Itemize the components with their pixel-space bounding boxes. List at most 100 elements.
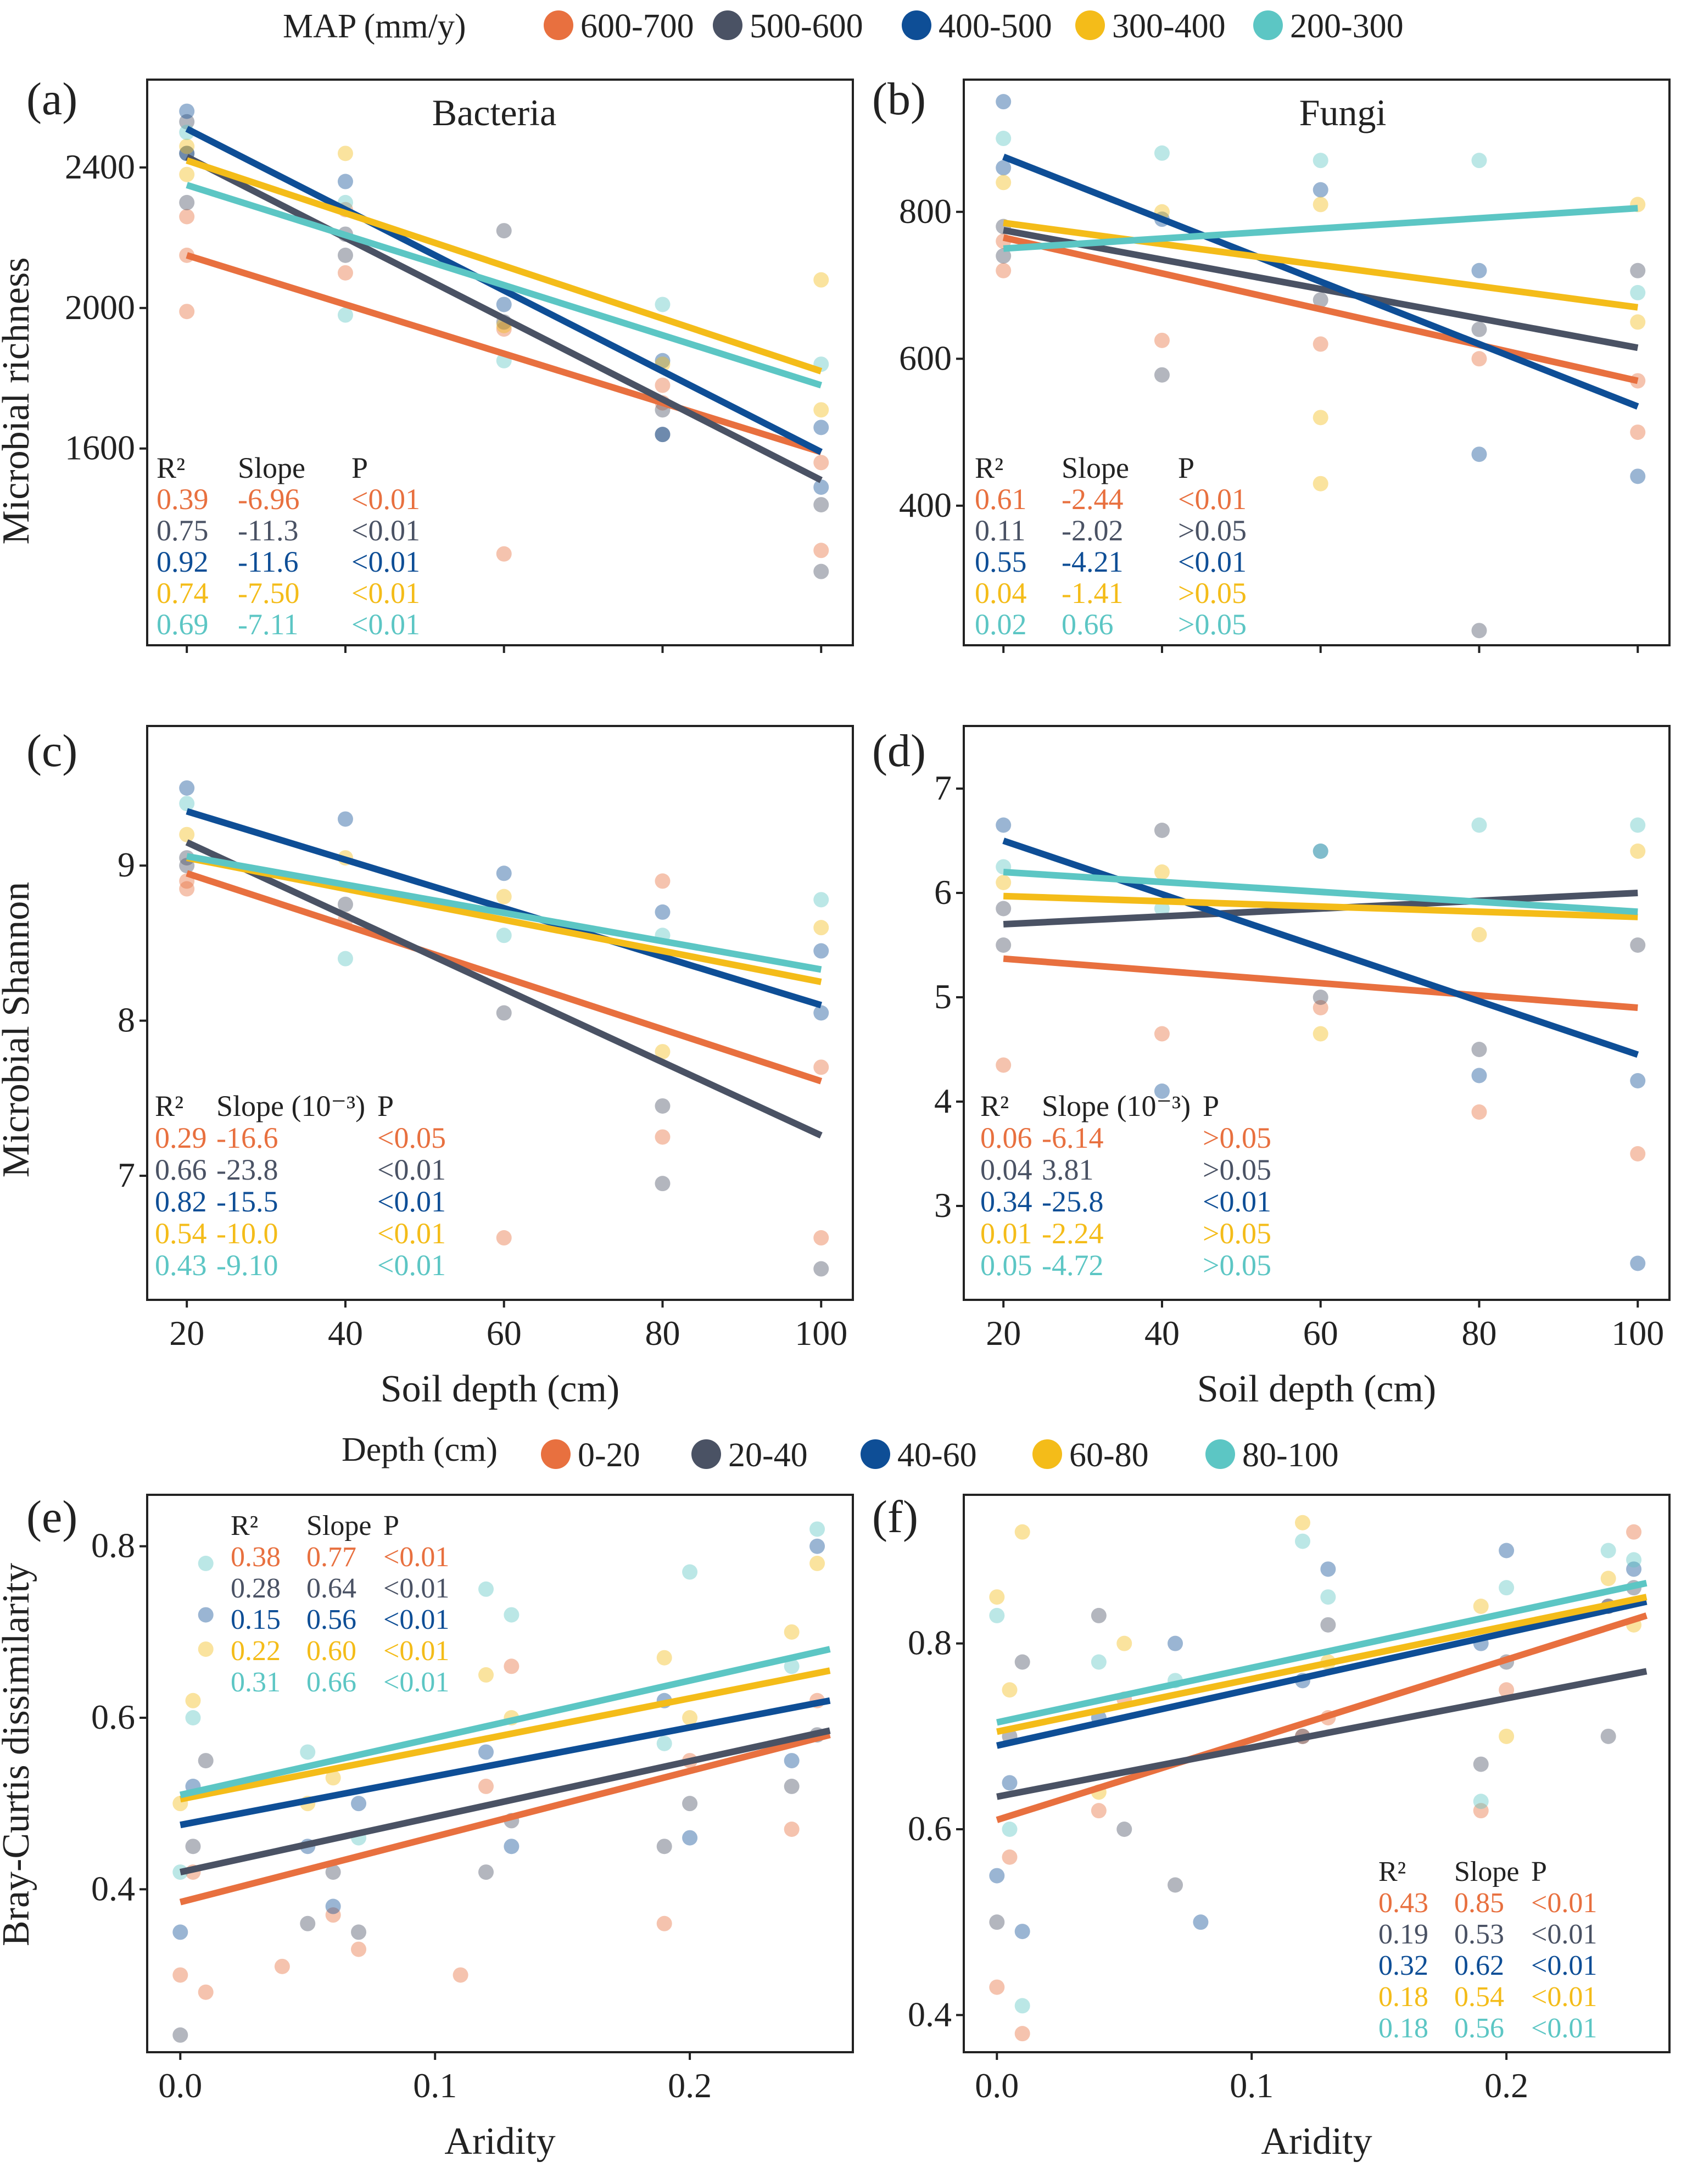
legend-map-label: 500-600	[750, 8, 863, 45]
stats-cell: 0.75	[157, 514, 209, 547]
data-point	[1471, 1042, 1487, 1057]
data-point	[1499, 1682, 1515, 1698]
legend-depth-swatch	[861, 1439, 890, 1469]
data-point	[813, 1230, 829, 1246]
legend-map-items: 600-700 500-600 400-500 300-400 200-300	[544, 8, 1404, 45]
data-point	[1154, 1026, 1170, 1042]
y-tick-label: 4	[934, 1081, 952, 1120]
data-point	[1313, 182, 1328, 198]
y-tick-label: 8	[118, 1001, 135, 1040]
x-tick-label: 0.1	[1230, 2066, 1274, 2105]
data-point	[1630, 1073, 1646, 1088]
stats-cell: 0.22	[231, 1635, 281, 1667]
stats-cell: -1.41	[1062, 577, 1123, 610]
data-point	[1630, 844, 1646, 859]
data-point	[655, 873, 671, 889]
data-point	[504, 1607, 520, 1623]
stats-header: R²	[157, 451, 185, 484]
data-point	[1471, 446, 1487, 462]
data-point	[179, 881, 195, 897]
panel-c: (c) 7 8 9 20 40 60 80 100 Soil depth (cm) R² Slope …	[26, 725, 854, 1410]
data-point	[1600, 1571, 1616, 1587]
stats-cell: 0.66	[155, 1153, 207, 1186]
panel-title: Bacteria	[432, 92, 557, 133]
data-point	[656, 1915, 672, 1931]
regression-line	[1003, 869, 1638, 915]
stats-cell: <0.01	[1531, 1919, 1597, 1950]
legend-depth-item: 80-100	[1205, 1437, 1339, 1474]
y-tick-label: 800	[899, 192, 952, 231]
data-point	[1002, 1849, 1018, 1865]
data-point	[1499, 1580, 1515, 1596]
panel-f: (f) 0.4 0.6 0.8 0.0 0.1 0.2 Aridity R² Slope P 0.43…	[872, 1492, 1671, 2163]
data-point	[1313, 1000, 1328, 1015]
legend-depth-label: 40-60	[897, 1437, 977, 1474]
y-tick-label: 7	[118, 1155, 135, 1194]
data-point	[337, 174, 353, 189]
legend-map-swatch	[713, 10, 742, 40]
data-point	[996, 94, 1012, 110]
data-point	[1320, 1589, 1336, 1605]
data-point	[337, 247, 353, 263]
data-point	[656, 1839, 672, 1855]
legend-depth-label: 60-80	[1069, 1437, 1149, 1474]
y-tick-label: 3	[934, 1186, 952, 1225]
data-point	[1154, 864, 1170, 880]
data-point	[656, 1650, 672, 1666]
points-layer	[996, 817, 1646, 1271]
data-point	[1626, 1552, 1642, 1568]
stats-cell: 0.38	[231, 1541, 281, 1573]
data-point	[996, 875, 1012, 890]
stats-header: Slope	[1454, 1856, 1519, 1887]
regression-line	[186, 870, 823, 1085]
stats-cell: 0.82	[155, 1185, 207, 1218]
stats-header: Slope	[238, 451, 305, 484]
data-point	[655, 427, 671, 443]
data-point	[504, 1658, 520, 1674]
data-point	[179, 103, 195, 119]
data-point	[682, 1830, 698, 1846]
data-point	[1471, 321, 1487, 337]
data-point	[179, 209, 195, 225]
data-point	[1471, 1068, 1487, 1083]
stats-cell: -2.02	[1062, 514, 1123, 547]
stats-cell: <0.01	[377, 1217, 446, 1250]
data-point	[504, 1839, 520, 1855]
data-point	[496, 546, 512, 562]
data-point	[300, 1744, 316, 1760]
stats-cell: <0.05	[377, 1121, 446, 1154]
stats-cell: >0.05	[1203, 1121, 1271, 1154]
regression-line	[1002, 234, 1639, 384]
data-point	[172, 1924, 188, 1940]
y-title-bray: Bray-Curtis dissimilarity	[0, 1563, 37, 1946]
stats-header: Slope (10⁻³)	[1042, 1090, 1191, 1122]
data-point	[1471, 623, 1487, 639]
data-point	[185, 1693, 201, 1708]
regression-line	[180, 1667, 831, 1803]
stats-cell: 0.54	[155, 1217, 207, 1250]
points-layer	[996, 94, 1646, 639]
stats-cell: 0.54	[1454, 1981, 1504, 2013]
data-point	[496, 297, 512, 312]
stats-cell: <0.01	[1531, 2013, 1597, 2044]
data-point	[1014, 1924, 1030, 1940]
data-point	[300, 1915, 316, 1931]
y-tick-label: 6	[934, 873, 952, 912]
data-point	[655, 377, 671, 393]
panel-label: (b)	[872, 74, 926, 125]
legend-map-item: 500-600	[713, 8, 863, 45]
data-point	[996, 160, 1012, 176]
data-point	[682, 1710, 698, 1725]
data-point	[172, 2027, 188, 2043]
data-point	[351, 1924, 367, 1940]
data-point	[496, 928, 512, 943]
legend-depth-swatch	[541, 1439, 571, 1469]
stats-header: R²	[155, 1090, 183, 1122]
plot-frame	[963, 1494, 1671, 2053]
legend-map-label: 200-300	[1290, 8, 1404, 45]
regression-line	[186, 853, 822, 973]
stats-table: R² Slope (10⁻³) P 0.29 -16.6 <0.05 0.66 -23.8 <0…	[155, 1090, 446, 1282]
data-point	[179, 166, 195, 182]
stats-cell: 0.19	[1378, 1919, 1428, 1950]
data-point	[496, 1005, 512, 1021]
